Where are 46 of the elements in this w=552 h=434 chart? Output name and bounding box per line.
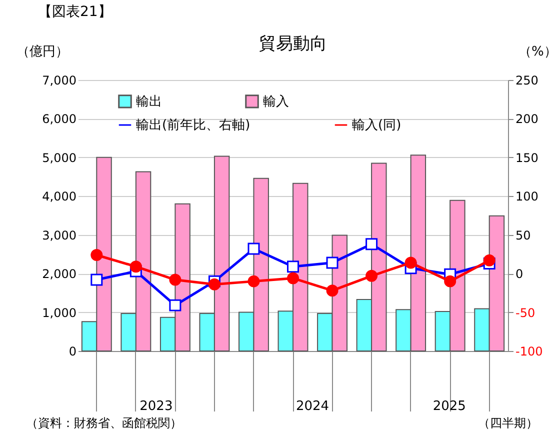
legend-label: 輸出(前年比、右軸) — [136, 118, 250, 133]
y-tick-label: 0 — [68, 344, 76, 358]
legend-label: 輸入(同) — [352, 118, 402, 133]
point — [130, 260, 142, 273]
chart-title: 貿易動向 — [259, 34, 327, 54]
point — [287, 260, 299, 273]
y-tick-label: 1,000 — [42, 306, 76, 320]
y-tick-label: 4,000 — [42, 190, 76, 204]
point — [248, 242, 260, 255]
text: （資料：財務省、函館税関） — [26, 416, 182, 430]
point — [366, 270, 378, 282]
y2-tick-label: -100 — [516, 344, 543, 358]
text: 2023 — [140, 399, 173, 414]
point — [169, 299, 182, 312]
y-tick-label: 2,000 — [42, 267, 76, 282]
y-tick-label: 3,000 — [42, 228, 76, 242]
y2-axis-title: （%） — [518, 44, 552, 60]
y-tick-label: 6,000 — [42, 112, 76, 126]
y2-tick-label: 0 — [516, 267, 524, 282]
point — [326, 256, 338, 269]
point — [404, 256, 417, 269]
point — [444, 275, 456, 288]
y-tick-label: 5,000 — [42, 150, 76, 165]
text: 2025 — [432, 399, 466, 414]
point — [287, 272, 299, 284]
point — [169, 274, 182, 286]
point — [248, 275, 260, 288]
point — [90, 274, 103, 286]
point — [326, 284, 338, 297]
text: （四半期） — [478, 416, 538, 430]
point — [483, 254, 496, 266]
y2-tick-label: 50 — [516, 228, 531, 242]
y2-tick-label: -50 — [516, 306, 536, 320]
point — [366, 238, 378, 250]
y-tick-label: 7,000 — [42, 74, 76, 88]
text: 【図表21】 — [38, 4, 112, 20]
y2-tick-label: 150 — [516, 150, 538, 165]
legend-label: 輸入 — [263, 94, 289, 110]
y2-tick-label: 100 — [516, 190, 538, 204]
y-axis-title: （億円） — [16, 44, 68, 60]
text: 2024 — [296, 399, 330, 414]
y2-tick-label: 200 — [516, 112, 538, 126]
point — [90, 249, 103, 261]
point — [208, 278, 220, 290]
y2-tick-label: 250 — [516, 74, 538, 88]
legend-label: 輸出 — [136, 94, 162, 110]
